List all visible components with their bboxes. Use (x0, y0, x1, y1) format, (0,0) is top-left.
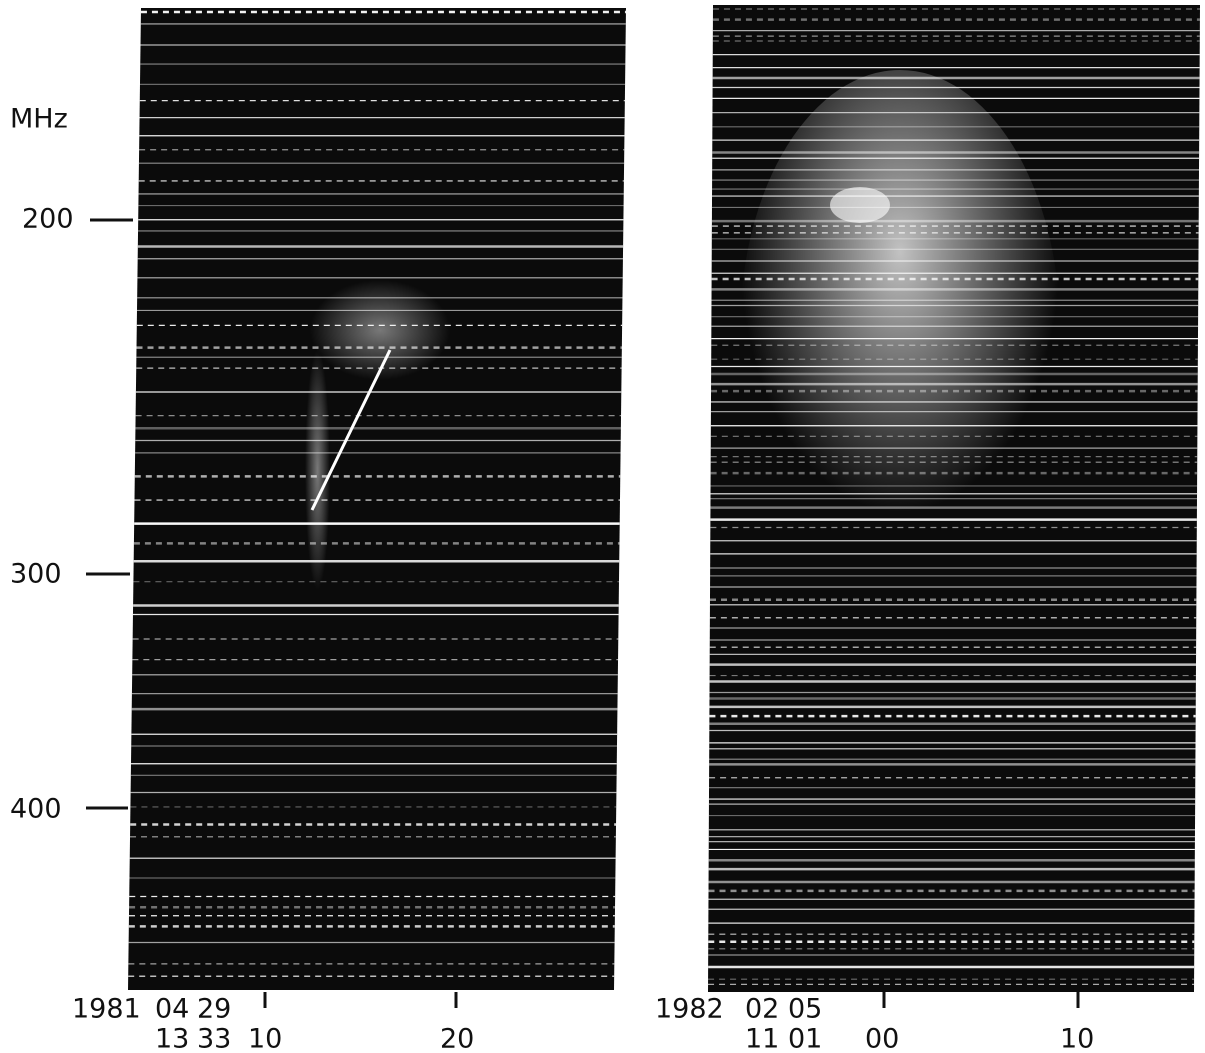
date-label: 02 (745, 994, 779, 1025)
time-label: 13 (155, 1024, 189, 1053)
date-label: 1982 (655, 994, 724, 1025)
x-tick-label: 00 (865, 1024, 899, 1053)
time-label: 01 (788, 1024, 822, 1053)
x-tick-label: 10 (248, 1024, 282, 1053)
axis-unit: MHz (10, 104, 68, 135)
y-tick-label: 400 (10, 794, 62, 825)
date-label: 05 (788, 994, 822, 1025)
y-tick-label: 300 (10, 559, 62, 590)
burst-features (305, 70, 1060, 590)
time-label: 33 (197, 1024, 231, 1053)
spectrogram-left (128, 8, 626, 990)
date-label: 29 (197, 994, 231, 1025)
x-tick-label: 10 (1060, 1024, 1094, 1053)
burst-core (830, 187, 890, 223)
burst-column (305, 350, 330, 590)
date-label: 04 (155, 994, 189, 1025)
time-label: 11 (745, 1024, 779, 1053)
panel-background (128, 8, 626, 990)
date-label: 1981 (72, 994, 141, 1025)
burst-glow (740, 70, 1060, 590)
burst-glow (310, 280, 450, 380)
y-tick-label: 200 (22, 204, 74, 235)
x-tick-label: 20 (440, 1024, 474, 1053)
